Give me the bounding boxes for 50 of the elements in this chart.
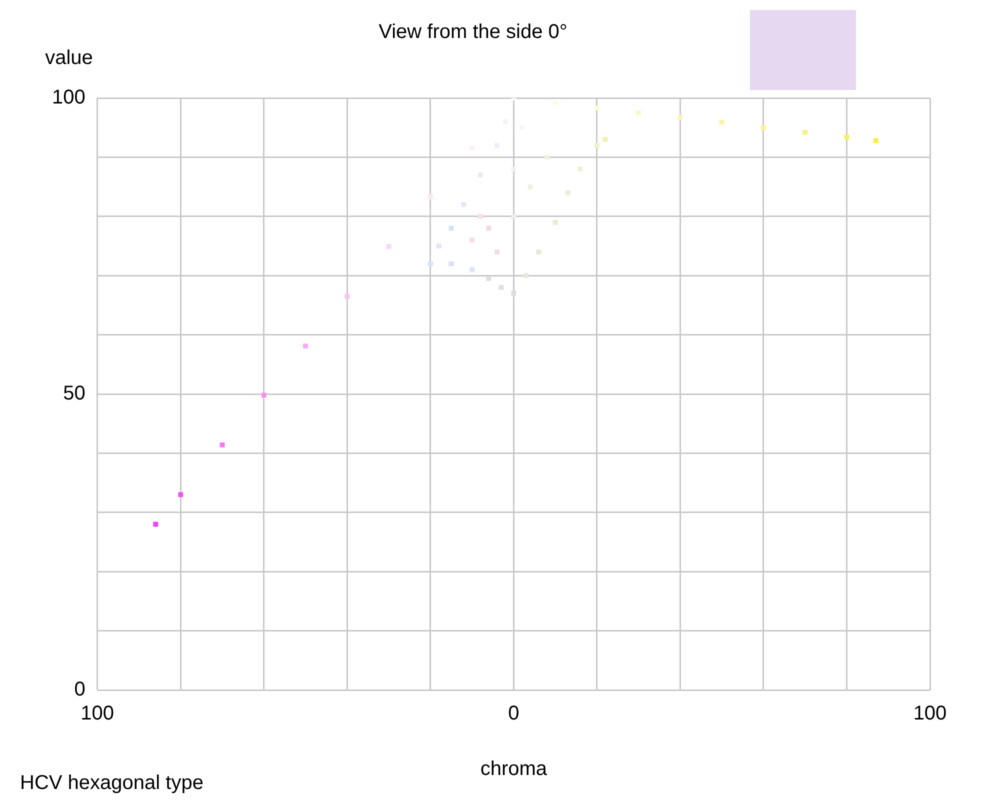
point xyxy=(478,172,483,178)
point xyxy=(528,184,533,190)
point xyxy=(578,166,583,172)
point xyxy=(478,214,483,219)
y-tick-label: 50 xyxy=(63,382,86,405)
point xyxy=(594,106,600,111)
x-tick-label: 100 xyxy=(80,702,114,725)
point xyxy=(220,442,225,448)
x-tick-label: 0 xyxy=(508,702,520,725)
point xyxy=(544,154,550,160)
text: HCV hexagonal type xyxy=(20,772,204,794)
point xyxy=(594,142,600,148)
point xyxy=(461,202,466,208)
point xyxy=(494,249,500,254)
point xyxy=(428,261,433,266)
point xyxy=(178,492,184,498)
point xyxy=(844,134,850,140)
point xyxy=(552,220,558,225)
point xyxy=(511,214,516,219)
point xyxy=(511,290,516,296)
x-axis-title: chroma xyxy=(480,758,548,780)
point xyxy=(470,238,475,243)
point xyxy=(565,190,570,196)
point xyxy=(470,267,475,272)
point xyxy=(486,226,492,231)
x-tick-label: 100 xyxy=(913,702,947,725)
point xyxy=(678,115,683,120)
point xyxy=(602,136,608,142)
point xyxy=(524,273,529,278)
point xyxy=(802,130,808,135)
point xyxy=(636,110,642,116)
point xyxy=(436,244,442,248)
y-tick-label: 100 xyxy=(52,86,86,109)
point xyxy=(511,166,516,172)
point xyxy=(386,244,392,250)
point xyxy=(344,294,350,299)
point xyxy=(486,276,492,282)
y-axis-title: value xyxy=(45,47,93,69)
point xyxy=(719,120,724,125)
point xyxy=(153,522,158,527)
point xyxy=(303,344,308,349)
chart-title: View from the side 0° xyxy=(378,21,568,43)
point xyxy=(536,249,542,254)
point xyxy=(261,392,266,398)
point xyxy=(873,138,878,144)
point xyxy=(552,100,558,106)
point xyxy=(761,125,766,130)
point xyxy=(498,284,504,290)
point xyxy=(428,194,433,200)
y-tick-label: 0 xyxy=(74,678,86,701)
